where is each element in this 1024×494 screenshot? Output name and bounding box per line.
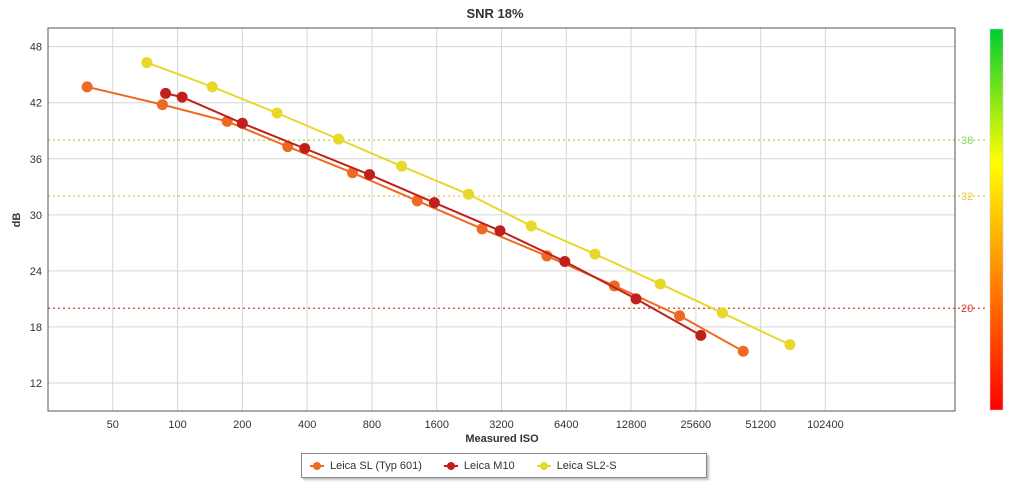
colorbar <box>989 28 1004 411</box>
x-tick-label: 100 <box>168 419 186 431</box>
reference-lines: 38 32 20 <box>48 135 985 315</box>
legend-marker-icon <box>536 461 551 470</box>
legend-label: Leica SL2-S <box>556 459 617 472</box>
data-point <box>271 107 283 119</box>
data-point <box>333 133 345 145</box>
data-point <box>396 160 408 172</box>
legend-item[interactable]: Leica SL2-S <box>536 459 617 472</box>
data-point <box>282 141 294 153</box>
y-tick-label: 30 <box>30 210 42 222</box>
grid <box>48 28 955 411</box>
x-tick-label: 50 <box>107 419 119 431</box>
y-tick-label: 42 <box>30 98 42 110</box>
data-point <box>463 188 475 200</box>
data-point <box>428 197 440 209</box>
x-tick-label: 51200 <box>745 419 776 431</box>
legend-item[interactable]: Leica M10 <box>443 459 515 472</box>
x-axis-label: Measured ISO <box>465 433 539 445</box>
x-tick-labels: 50 100 200 400 800 1600 3200 6400 12800 25600 5120… <box>107 419 844 431</box>
series-group <box>81 57 796 357</box>
y-tick-label: 36 <box>30 154 42 166</box>
x-tick-label: 1600 <box>424 419 448 431</box>
data-point <box>630 293 642 305</box>
data-point <box>176 91 188 103</box>
data-point <box>347 167 359 179</box>
legend-dot-icon <box>539 461 548 470</box>
series-line-1 <box>165 92 702 337</box>
x-tick-label: 102400 <box>807 419 844 431</box>
y-tick-label: 12 <box>30 378 42 390</box>
x-tick-label: 3200 <box>489 419 513 431</box>
data-point <box>364 169 376 181</box>
legend-marker-icon <box>443 461 458 470</box>
y-tick-label: 24 <box>30 266 42 278</box>
series-line-0 <box>86 85 744 353</box>
series-line-2 <box>146 61 791 346</box>
reference-label-38: 38 <box>961 135 973 147</box>
x-tick-label: 6400 <box>554 419 578 431</box>
y-axis-label: dB <box>11 213 23 228</box>
legend-label: Leica M10 <box>463 459 515 472</box>
legend: Leica SL (Typ 601) Leica M10 Leica SL2-S <box>301 453 707 478</box>
data-point <box>737 345 749 357</box>
chart-title: SNR 18% <box>466 6 524 21</box>
legend-label: Leica SL (Typ 601) <box>330 459 422 472</box>
data-point <box>299 143 311 155</box>
data-point <box>494 225 506 237</box>
data-point <box>236 117 248 129</box>
data-point <box>541 250 553 262</box>
data-point <box>784 339 796 351</box>
data-point <box>589 248 601 260</box>
plot-area <box>47 27 956 412</box>
y-tick-label: 18 <box>30 322 42 334</box>
reference-label-20: 20 <box>961 303 973 315</box>
data-point <box>141 57 153 69</box>
x-tick-label: 400 <box>298 419 316 431</box>
reference-label-32: 32 <box>961 191 973 203</box>
y-tick-label: 48 <box>30 42 42 54</box>
data-point <box>476 223 488 235</box>
data-point <box>411 195 423 207</box>
legend-dot-icon <box>313 461 321 470</box>
x-tick-label: 200 <box>233 419 251 431</box>
data-point <box>206 81 218 93</box>
data-point <box>654 278 666 290</box>
data-point <box>525 220 537 232</box>
legend-item[interactable]: Leica SL (Typ 601) <box>310 460 422 472</box>
legend-marker-icon <box>310 461 324 470</box>
x-tick-label: 25600 <box>681 419 712 431</box>
data-point <box>81 81 93 93</box>
data-point <box>160 87 172 99</box>
data-point <box>559 256 571 268</box>
data-point <box>674 310 686 322</box>
data-point <box>695 329 707 341</box>
x-tick-label: 12800 <box>616 419 647 431</box>
y-tick-labels: 12 18 24 30 36 42 48 <box>30 42 42 390</box>
data-point <box>716 307 728 319</box>
data-point <box>156 99 168 111</box>
x-tick-label: 800 <box>363 419 381 431</box>
legend-dot-icon <box>446 461 455 470</box>
